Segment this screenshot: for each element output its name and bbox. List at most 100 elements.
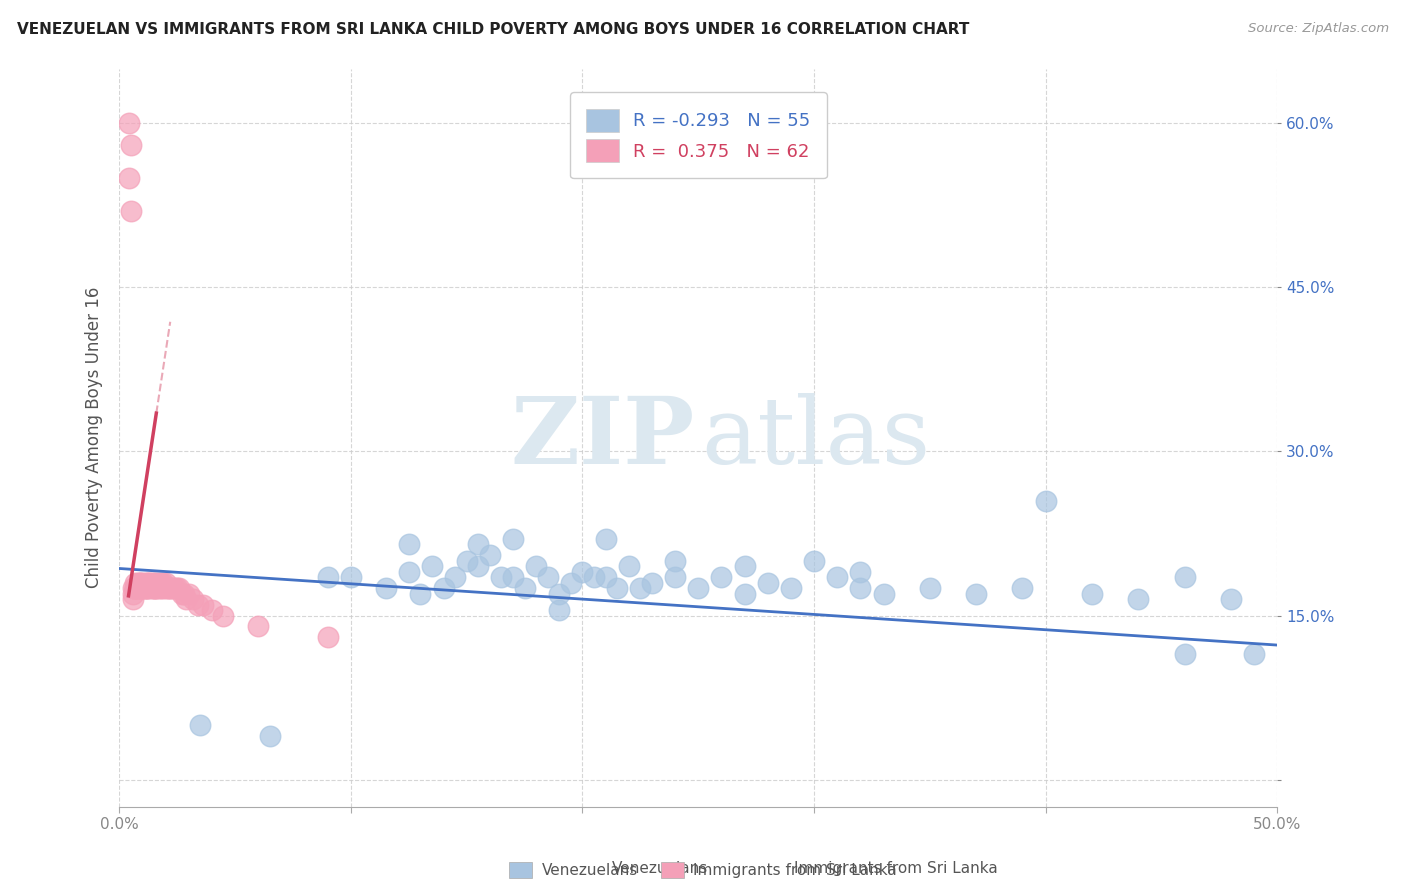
Point xyxy=(127,575,149,590)
Point xyxy=(409,587,432,601)
Point xyxy=(131,581,153,595)
Point xyxy=(176,592,198,607)
Text: Venezuelans: Venezuelans xyxy=(612,861,707,876)
Point xyxy=(159,581,181,595)
Point xyxy=(444,570,467,584)
Point xyxy=(780,581,803,595)
Point xyxy=(259,729,281,743)
Point xyxy=(129,581,152,595)
Point xyxy=(141,575,163,590)
Point xyxy=(571,565,593,579)
Point xyxy=(145,581,167,595)
Point xyxy=(872,587,894,601)
Point xyxy=(756,575,779,590)
Point xyxy=(136,575,159,590)
Point xyxy=(136,581,159,595)
Point xyxy=(127,581,149,595)
Text: atlas: atlas xyxy=(702,392,931,483)
Point xyxy=(138,575,160,590)
Point xyxy=(183,592,205,607)
Point xyxy=(136,581,159,595)
Point xyxy=(1011,581,1033,595)
Point xyxy=(688,581,710,595)
Point xyxy=(188,718,211,732)
Point xyxy=(177,587,200,601)
Point xyxy=(134,575,156,590)
Point xyxy=(537,570,560,584)
Point xyxy=(734,559,756,574)
Point xyxy=(560,575,582,590)
Point xyxy=(162,581,184,595)
Point xyxy=(138,581,160,595)
Text: VENEZUELAN VS IMMIGRANTS FROM SRI LANKA CHILD POVERTY AMONG BOYS UNDER 16 CORREL: VENEZUELAN VS IMMIGRANTS FROM SRI LANKA … xyxy=(17,22,969,37)
Point xyxy=(201,603,224,617)
Point xyxy=(152,575,174,590)
Point xyxy=(1174,647,1197,661)
Point xyxy=(583,570,606,584)
Point xyxy=(316,631,339,645)
Point xyxy=(191,598,214,612)
Point xyxy=(134,581,156,595)
Point xyxy=(628,581,651,595)
Point xyxy=(155,581,177,595)
Point xyxy=(124,581,146,595)
Point xyxy=(163,581,186,595)
Point xyxy=(502,570,524,584)
Point xyxy=(1243,647,1265,661)
Point xyxy=(166,581,188,595)
Point xyxy=(595,532,617,546)
Point xyxy=(432,581,454,595)
Point xyxy=(145,575,167,590)
Point xyxy=(187,598,209,612)
Y-axis label: Child Poverty Among Boys Under 16: Child Poverty Among Boys Under 16 xyxy=(86,287,103,589)
Point xyxy=(664,554,686,568)
Point xyxy=(169,581,191,595)
Point xyxy=(143,581,166,595)
Point xyxy=(143,575,166,590)
Point xyxy=(138,575,160,590)
Point xyxy=(965,587,987,601)
Text: Source: ZipAtlas.com: Source: ZipAtlas.com xyxy=(1249,22,1389,36)
Point xyxy=(918,581,941,595)
Point xyxy=(1035,493,1057,508)
Point xyxy=(734,587,756,601)
Point xyxy=(155,575,177,590)
Point xyxy=(849,581,872,595)
Point xyxy=(398,537,420,551)
Point xyxy=(595,570,617,584)
Legend: R = -0.293   N = 55, R =  0.375   N = 62: R = -0.293 N = 55, R = 0.375 N = 62 xyxy=(569,92,827,178)
Point xyxy=(129,575,152,590)
Point xyxy=(120,203,142,218)
Point xyxy=(1128,592,1150,607)
Point xyxy=(398,565,420,579)
Point xyxy=(122,587,145,601)
Point xyxy=(420,559,443,574)
Point xyxy=(825,570,848,584)
Point xyxy=(122,592,145,607)
Point xyxy=(131,575,153,590)
Point xyxy=(1174,570,1197,584)
Point xyxy=(606,581,628,595)
Point xyxy=(548,587,571,601)
Point xyxy=(148,575,170,590)
Point xyxy=(456,554,478,568)
Point xyxy=(159,581,181,595)
Point xyxy=(548,603,571,617)
Point xyxy=(143,581,166,595)
Point xyxy=(374,581,396,595)
Point xyxy=(478,549,501,563)
Point xyxy=(710,570,733,584)
Point xyxy=(141,581,163,595)
Point xyxy=(152,581,174,595)
Point xyxy=(149,575,172,590)
Point xyxy=(120,138,142,153)
Point xyxy=(524,559,547,574)
Text: ZIP: ZIP xyxy=(510,392,695,483)
Point xyxy=(117,116,139,130)
Point xyxy=(124,581,146,595)
Point xyxy=(156,581,179,595)
Point xyxy=(664,570,686,584)
Point xyxy=(173,587,195,601)
Point xyxy=(170,587,193,601)
Point xyxy=(502,532,524,546)
